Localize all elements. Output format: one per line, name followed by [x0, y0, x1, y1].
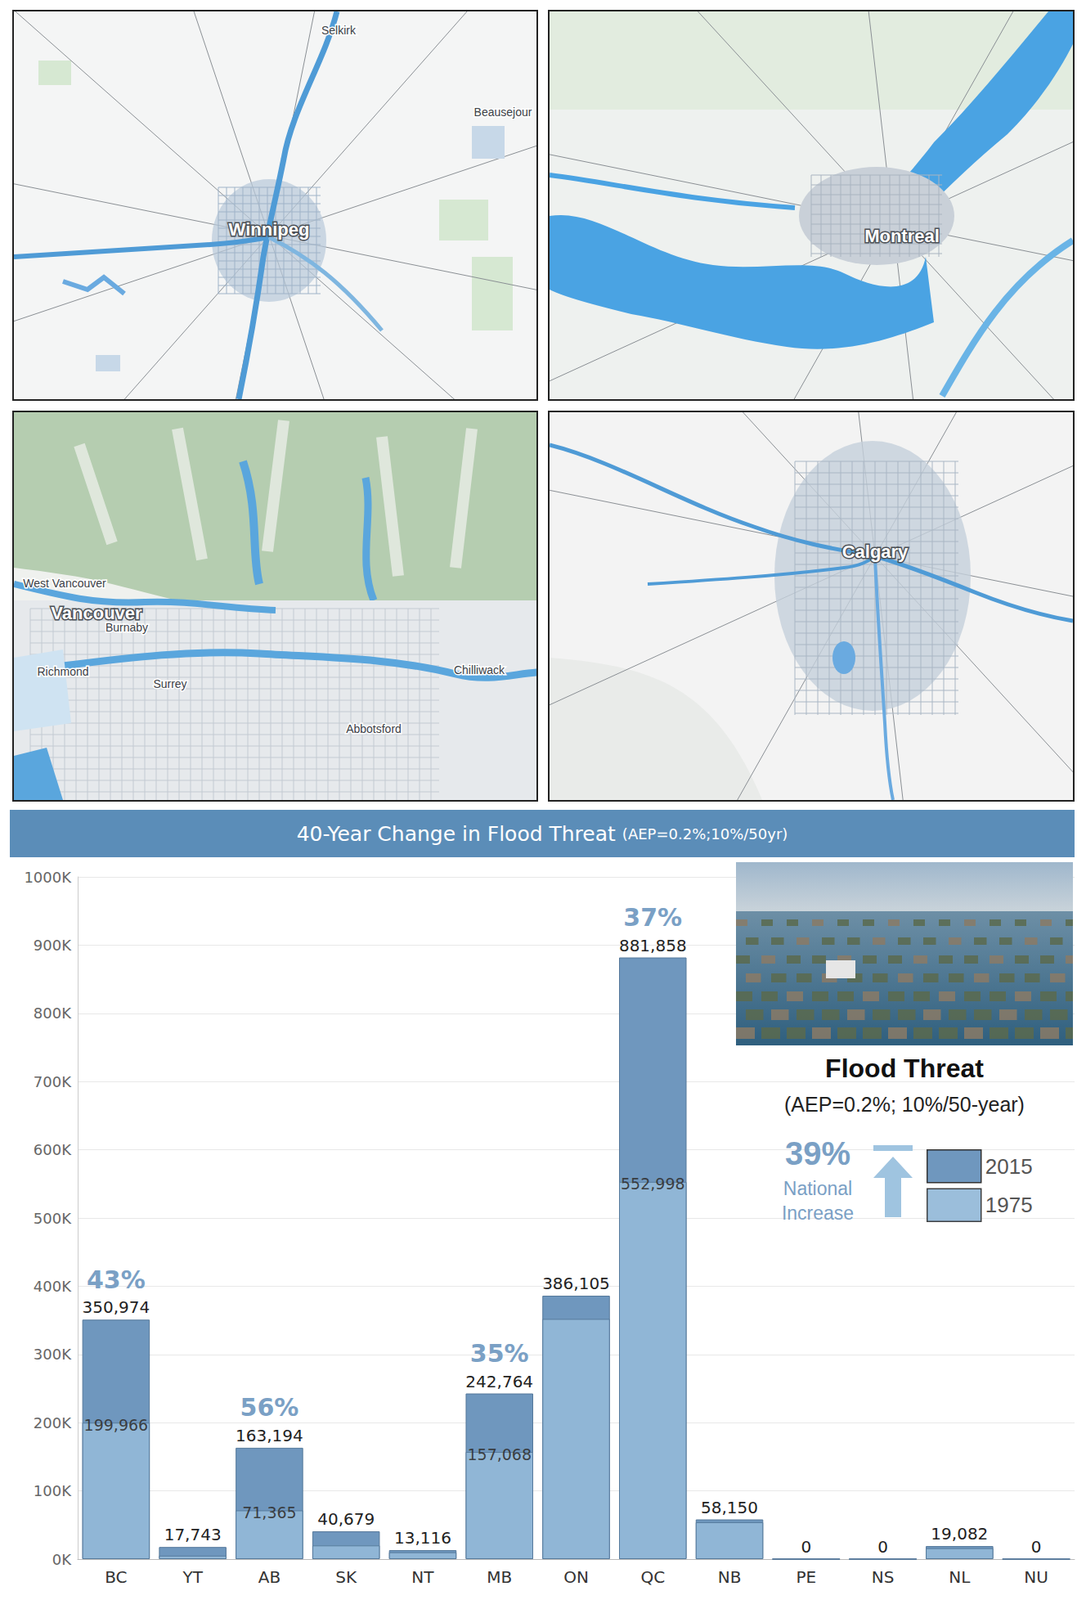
- svg-text:100K: 100K: [33, 1481, 72, 1499]
- svg-text:700K: 700K: [33, 1072, 72, 1091]
- svg-text:350,974: 350,974: [82, 1296, 151, 1317]
- svg-text:Richmond: Richmond: [36, 664, 89, 678]
- svg-text:800K: 800K: [33, 1004, 72, 1022]
- svg-text:PE: PE: [795, 1566, 817, 1587]
- svg-text:0: 0: [877, 1536, 889, 1557]
- svg-text:58,150: 58,150: [700, 1497, 759, 1517]
- html-text:(AEP=0.2%; 10%/50-year): (AEP=0.2%; 10%/50-year): [784, 1092, 1025, 1116]
- html-text:39%: 39%: [785, 1135, 851, 1172]
- svg-text:600K: 600K: [33, 1140, 72, 1158]
- svg-text:17,743: 17,743: [164, 1524, 222, 1544]
- svg-text:Beausejour: Beausejour: [474, 105, 533, 119]
- html-text:Flood Threat: Flood Threat: [825, 1053, 984, 1083]
- svg-text:AB: AB: [258, 1566, 281, 1587]
- svg-text:MB: MB: [486, 1566, 512, 1587]
- svg-text:Surrey: Surrey: [152, 677, 187, 691]
- svg-text:0: 0: [800, 1536, 812, 1557]
- svg-text:Montreal: Montreal: [864, 225, 940, 247]
- svg-text:900K: 900K: [33, 936, 72, 954]
- svg-text:NB: NB: [718, 1566, 742, 1587]
- svg-text:Burnaby: Burnaby: [105, 620, 149, 634]
- svg-text:500K: 500K: [33, 1209, 72, 1227]
- svg-text:37%: 37%: [623, 902, 683, 932]
- svg-text:NU: NU: [1023, 1566, 1049, 1587]
- svg-text:1975: 1975: [985, 1192, 1033, 1217]
- svg-text:0K: 0K: [52, 1550, 72, 1568]
- svg-text:35%: 35%: [470, 1338, 530, 1368]
- svg-text:Abbotsford: Abbotsford: [345, 722, 402, 736]
- svg-text:242,764: 242,764: [465, 1371, 534, 1392]
- svg-text:300K: 300K: [33, 1345, 72, 1363]
- svg-text:NS: NS: [871, 1566, 895, 1587]
- svg-text:NT: NT: [411, 1566, 435, 1587]
- html-text:National Increase: National Increase: [781, 1177, 854, 1224]
- svg-text:71,365: 71,365: [242, 1503, 297, 1522]
- svg-text:QC: QC: [640, 1566, 665, 1587]
- svg-text:163,194: 163,194: [235, 1425, 304, 1446]
- svg-text:YT: YT: [181, 1566, 203, 1587]
- svg-text:386,105: 386,105: [542, 1273, 611, 1293]
- svg-text:Selkirk: Selkirk: [321, 23, 357, 37]
- svg-text:Winnipeg: Winnipeg: [228, 219, 310, 240]
- svg-text:BC: BC: [104, 1566, 127, 1587]
- svg-text:NL: NL: [948, 1566, 971, 1587]
- svg-text:13,116: 13,116: [394, 1527, 452, 1548]
- svg-text:Calgary: Calgary: [842, 541, 909, 562]
- svg-text:1000K: 1000K: [23, 868, 72, 886]
- svg-text:0: 0: [1031, 1536, 1042, 1557]
- svg-text:881,858: 881,858: [619, 935, 687, 956]
- svg-text:SK: SK: [335, 1566, 358, 1587]
- svg-text:552,998: 552,998: [620, 1174, 686, 1193]
- html-text:40-Year Change in Flood Threat: 40-Year Change in Flood Threat (AEP=0.2%…: [296, 821, 788, 846]
- svg-text:199,966: 199,966: [84, 1415, 149, 1434]
- svg-text:ON: ON: [563, 1566, 589, 1587]
- svg-text:200K: 200K: [33, 1413, 72, 1432]
- svg-text:Chilliwack: Chilliwack: [453, 663, 506, 677]
- svg-text:40,679: 40,679: [317, 1508, 375, 1529]
- svg-text:400K: 400K: [33, 1277, 72, 1295]
- svg-text:2015: 2015: [985, 1153, 1033, 1179]
- svg-text:19,082: 19,082: [930, 1523, 988, 1544]
- svg-text:Vancouver: Vancouver: [51, 602, 142, 624]
- svg-text:157,068: 157,068: [466, 1445, 532, 1463]
- svg-text:56%: 56%: [240, 1392, 300, 1422]
- svg-text:West Vancouver: West Vancouver: [22, 576, 107, 590]
- svg-text:43%: 43%: [86, 1265, 146, 1294]
